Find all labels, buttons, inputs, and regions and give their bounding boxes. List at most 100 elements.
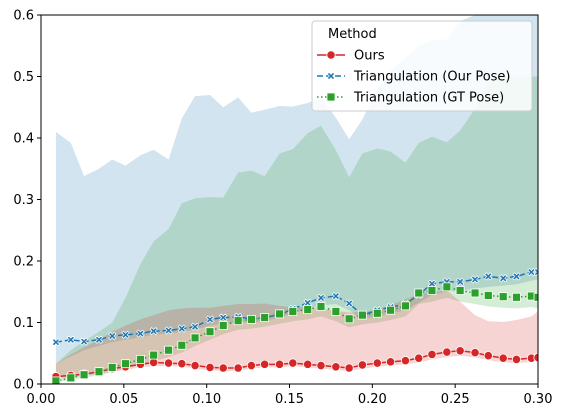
point-ours — [246, 360, 256, 371]
point-triangulation-our-pose — [51, 338, 61, 347]
point-ours — [357, 360, 367, 370]
point-ours — [498, 353, 508, 363]
point-triangulation-gt-pose — [455, 286, 465, 295]
legend-label-triangulation-our-pose: Triangulation (Our Pose) — [353, 70, 511, 85]
x-tick-label: 0.05 — [109, 392, 138, 407]
point-triangulation-our-pose — [190, 322, 200, 331]
point-triangulation-gt-pose — [233, 316, 243, 326]
point-triangulation-our-pose — [219, 313, 228, 322]
y-tick-label: 0.2 — [13, 255, 34, 270]
point-triangulation-our-pose — [149, 327, 158, 336]
point-triangulation-gt-pose — [121, 359, 130, 369]
point-ours — [274, 359, 285, 369]
point-triangulation-gt-pose — [331, 307, 341, 316]
legend-box — [311, 20, 533, 112]
point-ours — [233, 363, 243, 373]
point-ours — [177, 359, 187, 369]
x-tick-label: 0.30 — [524, 392, 553, 407]
point-ours — [288, 358, 298, 368]
point-ours — [331, 362, 341, 372]
y-tick-label: 0.4 — [13, 132, 34, 147]
point-triangulation-gt-pose — [533, 292, 538, 302]
point-triangulation-our-pose — [303, 298, 312, 307]
point-triangulation-our-pose — [427, 279, 437, 288]
point-triangulation-gt-pose — [512, 292, 521, 302]
point-triangulation-gt-pose — [401, 301, 410, 311]
point-triangulation-gt-pose — [260, 313, 270, 322]
point-triangulation-gt-pose — [357, 310, 367, 320]
point-triangulation-gt-pose — [94, 367, 104, 377]
y-axis: 0.0 0.1 0.2 0.3 0.4 0.5 0.6 — [13, 9, 41, 393]
point-ours — [303, 359, 313, 369]
point-ours — [470, 348, 480, 358]
point-ours — [483, 351, 493, 361]
point-triangulation-our-pose — [345, 299, 354, 308]
point-triangulation-gt-pose — [79, 370, 89, 380]
x-tick-label: 0.20 — [358, 392, 387, 407]
point-triangulation-gt-pose — [386, 305, 395, 315]
point-ours — [163, 358, 174, 368]
x-tick-label: 0.25 — [441, 392, 470, 407]
series-markers — [51, 267, 538, 384]
point-triangulation-our-pose — [79, 337, 89, 346]
point-triangulation-gt-pose — [316, 302, 326, 311]
point-ours — [372, 358, 382, 368]
point-ours — [260, 359, 270, 369]
legend: Method Ours Triangulation (Our Pose) Trian… — [311, 20, 533, 112]
point-triangulation-our-pose — [331, 291, 340, 301]
point-ours — [511, 354, 522, 364]
point-triangulation-gt-pose — [427, 286, 437, 295]
x-tick-label: 0.10 — [192, 392, 221, 407]
point-triangulation-our-pose — [177, 324, 186, 333]
point-triangulation-our-pose — [316, 293, 326, 302]
point-triangulation-gt-pose — [135, 354, 145, 364]
point-triangulation-gt-pose — [372, 308, 382, 318]
x-tick-label: 0.00 — [27, 392, 56, 407]
legend-label-ours: Ours — [354, 49, 385, 64]
point-triangulation-gt-pose — [414, 288, 424, 298]
point-ours — [205, 362, 215, 372]
point-triangulation-our-pose — [499, 274, 508, 283]
point-ours — [190, 360, 200, 371]
point-triangulation-gt-pose — [303, 305, 313, 314]
legend-title: Method — [328, 27, 377, 42]
point-ours — [385, 357, 396, 367]
point-triangulation-gt-pose — [51, 376, 61, 384]
point-triangulation-our-pose — [484, 272, 493, 281]
legend-label-triangulation-gt-pose: Triangulation (GT Pose) — [353, 91, 504, 106]
x-axis: 0.00 0.05 0.10 0.15 0.20 0.25 0.30 — [27, 384, 553, 407]
point-triangulation-gt-pose — [205, 327, 215, 337]
point-triangulation-gt-pose — [288, 307, 298, 316]
point-triangulation-our-pose — [456, 277, 465, 287]
point-ours — [218, 363, 228, 373]
band-triangulation-gt-pose — [55, 76, 538, 383]
point-triangulation-gt-pose — [470, 288, 480, 298]
legend-marker-triangulation-gt-pose — [326, 92, 336, 102]
point-ours — [149, 357, 159, 368]
legend-marker-triangulation-our-pose — [326, 71, 336, 81]
point-triangulation-gt-pose — [442, 282, 452, 292]
point-triangulation-gt-pose — [177, 340, 187, 350]
point-triangulation-gt-pose — [218, 321, 228, 330]
point-triangulation-our-pose — [164, 326, 173, 335]
point-triangulation-gt-pose — [149, 350, 159, 360]
point-ours — [442, 347, 452, 357]
point-triangulation-our-pose — [94, 335, 104, 344]
point-triangulation-gt-pose — [498, 292, 508, 302]
legend-marker-ours — [326, 50, 336, 60]
point-triangulation-gt-pose — [107, 362, 117, 372]
point-triangulation-gt-pose — [246, 315, 256, 324]
y-tick-label: 0.5 — [13, 70, 34, 85]
point-triangulation-our-pose — [205, 315, 215, 324]
point-ours — [344, 363, 354, 373]
point-ours — [400, 356, 411, 366]
point-ours — [316, 360, 326, 371]
point-triangulation-our-pose — [533, 267, 538, 277]
x-tick-label: 0.15 — [275, 392, 304, 407]
point-triangulation-our-pose — [136, 329, 145, 338]
point-triangulation-our-pose — [66, 335, 75, 344]
point-triangulation-gt-pose — [190, 333, 200, 343]
point-triangulation-gt-pose — [66, 373, 76, 383]
point-triangulation-gt-pose — [344, 314, 354, 324]
